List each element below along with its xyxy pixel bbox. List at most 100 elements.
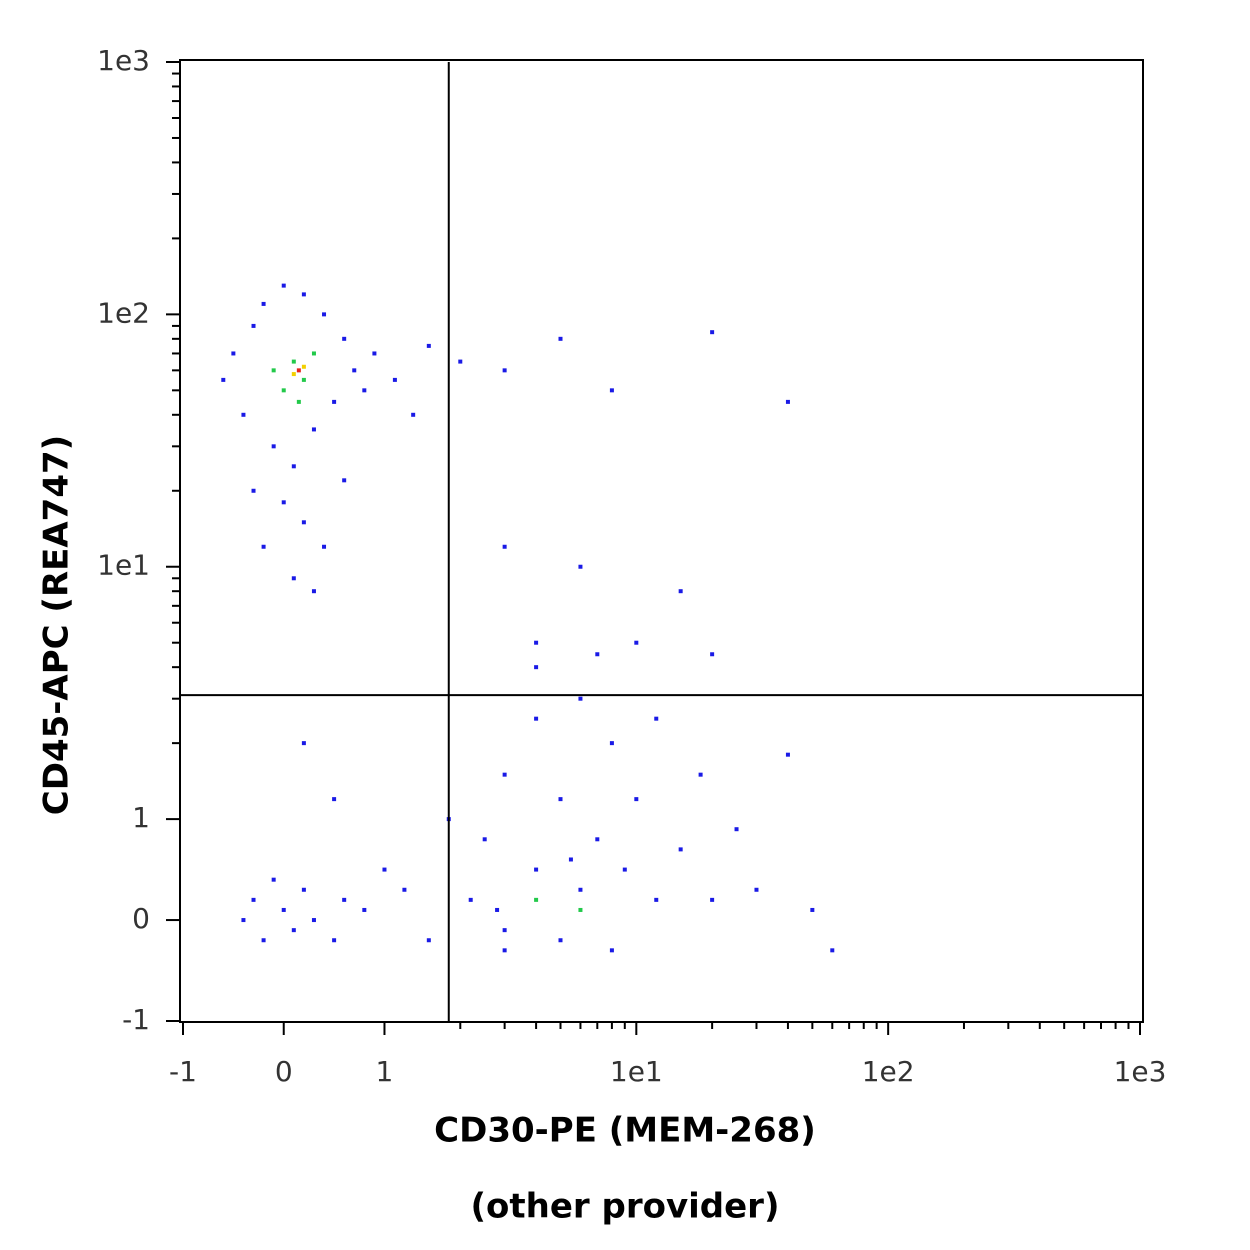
data-point	[221, 377, 226, 382]
data-point	[578, 696, 583, 701]
data-point	[362, 388, 367, 393]
data-point	[634, 640, 639, 645]
data-point	[332, 938, 337, 943]
data-point	[281, 388, 286, 393]
data-point	[609, 388, 614, 393]
data-point	[609, 948, 614, 953]
x-tick-label: 1e1	[610, 1055, 663, 1088]
data-point	[710, 897, 715, 902]
data-point	[495, 907, 500, 912]
data-point	[558, 797, 563, 802]
x-axis-subtitle: (other provider)	[470, 1187, 779, 1227]
data-point	[595, 837, 600, 842]
data-point	[426, 938, 431, 943]
data-point	[251, 323, 256, 328]
data-point	[301, 741, 306, 746]
data-point	[578, 564, 583, 569]
data-point	[678, 847, 683, 852]
data-point	[231, 351, 236, 356]
data-point	[352, 368, 357, 373]
data-point	[342, 897, 347, 902]
data-point	[311, 918, 316, 923]
data-point	[271, 877, 276, 882]
data-point	[382, 867, 387, 872]
plot-area	[221, 283, 835, 953]
data-point	[342, 478, 347, 483]
x-axis-title: CD30-PE (MEM-268)	[434, 1111, 816, 1151]
data-point	[534, 716, 539, 721]
y-tick-label: 1e2	[97, 296, 150, 329]
data-point	[311, 589, 316, 594]
data-point	[372, 351, 377, 356]
data-point	[785, 752, 790, 757]
data-point	[426, 343, 431, 348]
data-point	[710, 652, 715, 657]
data-point	[678, 589, 683, 594]
data-point	[502, 772, 507, 777]
data-point	[622, 867, 627, 872]
data-point	[654, 716, 659, 721]
data-point	[458, 359, 463, 364]
data-point	[810, 907, 815, 912]
data-point	[342, 336, 347, 341]
data-point	[502, 928, 507, 933]
data-point	[281, 283, 286, 288]
data-point	[261, 544, 266, 549]
data-point	[281, 500, 286, 505]
data-point	[578, 887, 583, 892]
data-point	[301, 364, 306, 369]
data-point	[296, 399, 301, 404]
data-point	[534, 897, 539, 902]
data-point	[502, 948, 507, 953]
data-point	[392, 377, 397, 382]
data-point	[301, 887, 306, 892]
data-point	[301, 377, 306, 382]
data-point	[578, 907, 583, 912]
y-tick-label: 1e3	[97, 44, 150, 77]
x-tick-label: 1e3	[1114, 1055, 1167, 1088]
data-point	[534, 640, 539, 645]
data-point	[468, 897, 473, 902]
y-tick-label: 0	[132, 902, 150, 935]
data-point	[482, 837, 487, 842]
data-point	[830, 948, 835, 953]
data-point	[654, 897, 659, 902]
plot-frame	[179, 59, 1144, 1023]
data-point	[609, 741, 614, 746]
data-point	[568, 857, 573, 862]
data-point	[261, 301, 266, 306]
data-point	[332, 399, 337, 404]
data-point	[251, 488, 256, 493]
data-point	[291, 576, 296, 581]
x-tick-label: 1e2	[862, 1055, 915, 1088]
y-tick-label: 1e1	[97, 549, 150, 582]
data-point	[754, 887, 759, 892]
data-point	[534, 867, 539, 872]
data-point	[558, 938, 563, 943]
data-point	[595, 652, 600, 657]
data-point	[322, 312, 327, 317]
data-point	[322, 544, 327, 549]
y-axis-title: CD45-APC (REA747)	[37, 435, 77, 815]
data-point	[710, 330, 715, 335]
data-point	[281, 907, 286, 912]
data-point	[698, 772, 703, 777]
data-point	[251, 897, 256, 902]
y-tick-label: -1	[122, 1003, 150, 1036]
data-point	[502, 368, 507, 373]
y-tick-label: 1	[132, 801, 150, 834]
data-point	[271, 368, 276, 373]
data-point	[558, 336, 563, 341]
data-point	[291, 359, 296, 364]
data-point	[362, 907, 367, 912]
x-tick-label: -1	[169, 1055, 197, 1088]
data-point	[311, 351, 316, 356]
data-point	[291, 464, 296, 469]
data-point	[734, 827, 739, 832]
data-point	[634, 797, 639, 802]
x-tick-label: 0	[275, 1055, 293, 1088]
data-point	[402, 887, 407, 892]
data-point	[502, 544, 507, 549]
